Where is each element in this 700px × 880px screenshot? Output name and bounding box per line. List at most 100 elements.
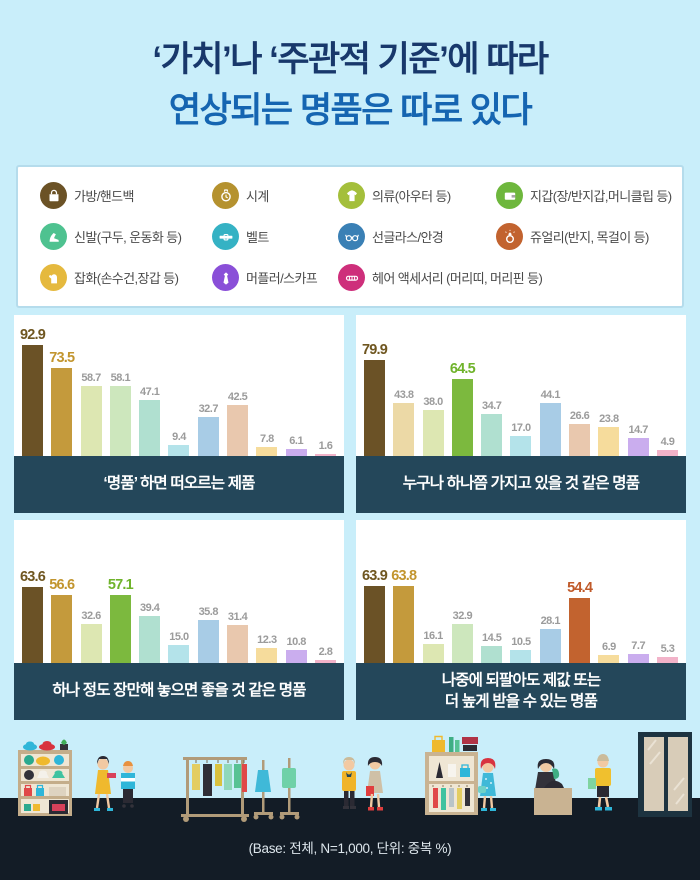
bar-value-label: 56.6 bbox=[49, 577, 75, 594]
bar-헤어 액세서리 (머리띠, 머리핀 등): 1.6 bbox=[314, 440, 336, 456]
page-title-line2: 연상되는 명품은 따로 있다 bbox=[168, 91, 533, 130]
legend-label: 잡화(손수건,장갑 등) bbox=[74, 271, 179, 286]
man-walking bbox=[588, 754, 612, 811]
bar-value-label: 15.0 bbox=[169, 631, 189, 643]
bar-잡화(손수건,장갑 등): 6.9 bbox=[598, 641, 620, 663]
bar-value-label: 6.1 bbox=[289, 434, 304, 447]
bar-지갑(장/반지갑,머니클립 등): 58.1 bbox=[109, 372, 131, 456]
bar-value-label: 73.5 bbox=[49, 349, 75, 366]
legend-item-wallet: 지갑(장/반지갑,머니클립 등) bbox=[496, 182, 672, 209]
glasses-icon bbox=[338, 223, 365, 250]
bar-value-label: 63.9 bbox=[361, 568, 388, 585]
bar-머플러/스카프: 7.7 bbox=[627, 639, 649, 663]
chart-title-4: 나중에 되팔아도 제값 또는 더 높게 받을 수 있는 명품 bbox=[441, 672, 601, 710]
bar bbox=[227, 405, 249, 456]
bar bbox=[569, 424, 591, 456]
bar-chart-3: 63.6 56.6 32.6 57.1 39.4 15.0 35.8 31.4 12.3 10.8… bbox=[14, 520, 344, 663]
bar-value-label: 32.9 bbox=[452, 609, 473, 622]
bar-value-label: 58.1 bbox=[110, 372, 131, 385]
bar-value-label: 9.4 bbox=[172, 430, 186, 443]
bar bbox=[627, 653, 649, 663]
bar-value-label: 35.8 bbox=[198, 606, 219, 618]
bar bbox=[256, 446, 278, 456]
door bbox=[638, 732, 692, 817]
bar bbox=[451, 378, 473, 456]
cashier-counter bbox=[534, 759, 572, 815]
bar-value-label: 7.7 bbox=[631, 639, 646, 652]
bar bbox=[168, 444, 190, 456]
legend-item-ring: 쥬얼리(반지, 목걸이 등) bbox=[496, 223, 672, 250]
display-cabinet bbox=[425, 735, 478, 815]
bar bbox=[481, 414, 503, 456]
bar-신발(구두, 운동화 등): 14.5 bbox=[481, 631, 503, 663]
bar-value-label: 4.9 bbox=[660, 436, 675, 449]
bar-헤어 액세서리 (머리띠, 머리핀 등): 2.8 bbox=[314, 646, 336, 663]
bar bbox=[569, 597, 591, 663]
bar bbox=[656, 656, 678, 663]
legend-item-hairpin: 헤어 액세서리 (머리띠, 머리핀 등) bbox=[338, 264, 672, 291]
chart-title-2: 누구나 하나쯤 가지고 있을 것 같은 명품 bbox=[402, 475, 640, 493]
page-title-line1: ‘가치’나 ‘주관적 기준’에 따라 bbox=[152, 40, 549, 79]
bar bbox=[656, 450, 678, 456]
bar-선글라스/안경: 35.8 bbox=[197, 606, 219, 663]
bar-지갑(장/반지갑,머니클립 등): 32.9 bbox=[451, 609, 473, 663]
bar bbox=[227, 625, 249, 663]
bar-value-label: 7.8 bbox=[259, 432, 274, 445]
bar-가방/핸드백: 63.6 bbox=[20, 569, 46, 663]
bar-value-label: 34.7 bbox=[481, 400, 502, 413]
legend-label: 헤어 액세서리 (머리띠, 머리핀 등) bbox=[372, 271, 543, 286]
bar-value-label: 39.4 bbox=[139, 601, 160, 614]
chart-panel-worth-buying: 63.6 56.6 32.6 57.1 39.4 15.0 35.8 31.4 12.3 10.8… bbox=[14, 520, 344, 720]
bar-벨트: 15.0 bbox=[168, 631, 190, 663]
bar bbox=[285, 448, 307, 456]
bar-신발(구두, 운동화 등): 39.4 bbox=[139, 601, 161, 663]
legend-item-glasses: 선글라스/안경 bbox=[338, 223, 496, 250]
legend-item-heel: 신발(구두, 운동화 등) bbox=[40, 223, 212, 250]
bar-value-label: 10.8 bbox=[286, 636, 306, 648]
bar-잡화(손수건,장갑 등): 23.8 bbox=[598, 413, 620, 456]
clothes-rack bbox=[181, 757, 249, 822]
floor bbox=[0, 798, 700, 880]
people-pair-left bbox=[94, 756, 135, 811]
bar-value-label: 17.0 bbox=[511, 421, 531, 434]
chart-panel-resale-value: 63.9 63.8 16.1 32.9 14.5 10.5 28.1 54.4 6.9 7.7 5.… bbox=[356, 520, 686, 720]
bar-쥬얼리(반지, 목걸이 등): 31.4 bbox=[227, 611, 249, 663]
bar bbox=[197, 416, 219, 456]
bar-의류(아우터 등): 32.6 bbox=[80, 610, 102, 663]
clothes-icon bbox=[338, 182, 365, 209]
belt-icon bbox=[212, 223, 239, 250]
bar bbox=[51, 367, 73, 456]
bar-머플러/스카프: 14.7 bbox=[627, 424, 649, 456]
bar bbox=[598, 654, 620, 663]
bar-시계: 73.5 bbox=[49, 349, 75, 456]
bar-가방/핸드백: 63.9 bbox=[361, 568, 388, 663]
shelf-illustration bbox=[18, 739, 72, 816]
bar bbox=[256, 648, 278, 663]
legend-item-watch: 시계 bbox=[212, 182, 338, 209]
bar-value-label: 32.7 bbox=[198, 402, 219, 415]
bar bbox=[481, 645, 503, 663]
bar bbox=[285, 650, 307, 663]
bar bbox=[627, 438, 649, 456]
bar-시계: 56.6 bbox=[49, 577, 75, 663]
garment-stands bbox=[253, 758, 300, 820]
scarf-icon bbox=[212, 264, 239, 291]
bar bbox=[80, 623, 102, 663]
bar-value-label: 5.3 bbox=[660, 642, 675, 655]
bar-value-label: 92.9 bbox=[19, 326, 46, 343]
bar-chart-2: 79.9 43.8 38.0 64.5 34.7 17.0 44.1 26.6 23.8 14.7… bbox=[356, 315, 686, 456]
bar-헤어 액세서리 (머리띠, 머리핀 등): 5.3 bbox=[656, 642, 678, 663]
bar-value-label: 14.5 bbox=[481, 631, 502, 644]
chart-title-band-1: ‘명품’ 하면 떠오르는 제품 bbox=[14, 456, 344, 513]
bar-value-label: 14.7 bbox=[628, 424, 648, 437]
bar-value-label: 23.8 bbox=[599, 413, 619, 426]
legend-label: 시계 bbox=[246, 189, 269, 204]
legend-label: 머플러/스카프 bbox=[246, 271, 318, 286]
bar bbox=[139, 399, 161, 456]
legend-item-glove: 잡화(손수건,장갑 등) bbox=[40, 264, 212, 291]
bar-신발(구두, 운동화 등): 34.7 bbox=[481, 400, 503, 456]
legend-item-belt: 벨트 bbox=[212, 223, 338, 250]
legend-label: 가방/핸드백 bbox=[74, 189, 134, 204]
bar-chart-4: 63.9 63.8 16.1 32.9 14.5 10.5 28.1 54.4 6.9 7.7 5.… bbox=[356, 520, 686, 663]
